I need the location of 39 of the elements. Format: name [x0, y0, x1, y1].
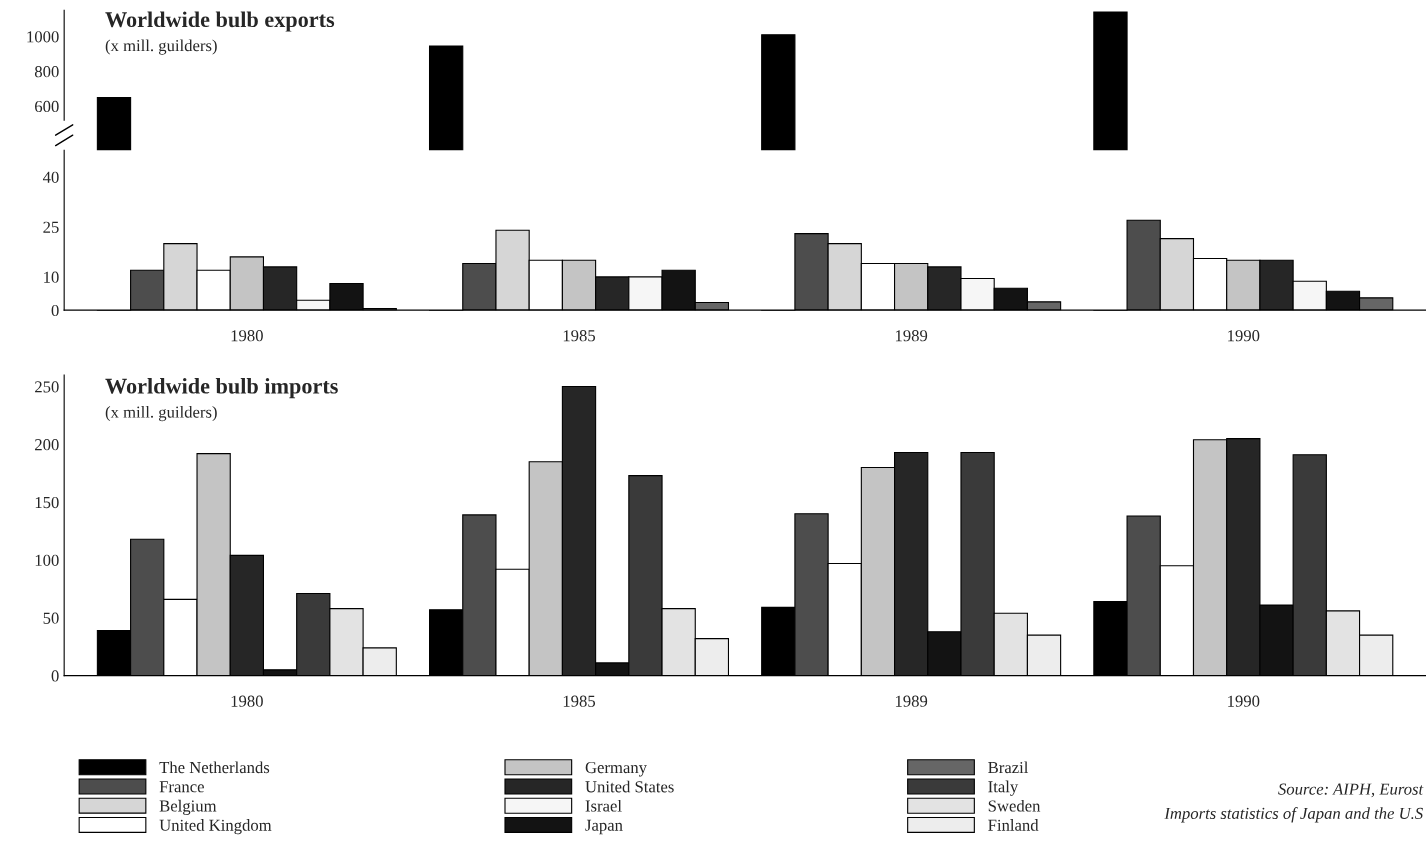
- y-tick-label: 25: [43, 221, 59, 233]
- text: (x mill. guilders): [105, 405, 217, 422]
- legend-label: Finland: [988, 819, 1039, 831]
- chart-title: Worldwide bulb exports: [105, 11, 335, 32]
- legend-label: Israel: [585, 799, 622, 812]
- y-tick-label: 40: [42, 171, 59, 183]
- y-tick-label: 600: [35, 100, 59, 113]
- legend-label: Belgium: [159, 799, 217, 815]
- y-tick-label: 150: [35, 496, 59, 509]
- x-tick-label: 1989: [895, 330, 928, 342]
- y-tick-label: 0: [51, 670, 59, 682]
- legend-label: United States: [585, 780, 674, 793]
- text: Imports statistics of Japan and the U.S: [1164, 807, 1423, 823]
- y-tick-label: 0: [51, 304, 59, 317]
- y-tick-label: 10: [44, 271, 59, 283]
- legend-label: Germany: [585, 761, 647, 777]
- y-tick-label: 800: [34, 66, 59, 78]
- legend-label: Japan: [585, 819, 623, 835]
- text: (x mill. guilders): [105, 39, 217, 55]
- y-tick-label: 100: [35, 554, 59, 566]
- chart-title: Worldwide bulb imports: [105, 377, 338, 399]
- legend-label: Sweden: [988, 799, 1041, 812]
- y-tick-label: 1000: [27, 31, 59, 43]
- y-tick-label: 50: [43, 612, 59, 624]
- legend-label: France: [159, 781, 204, 793]
- legend-label: Italy: [988, 780, 1019, 796]
- source-note: Source: AIPH, Eurost: [1278, 783, 1424, 798]
- legend-label: The Netherlands: [159, 761, 270, 774]
- x-tick-label: 1990: [1228, 695, 1260, 707]
- legend-label: Brazil: [988, 761, 1029, 774]
- x-tick-label: 1990: [1228, 330, 1260, 342]
- x-tick-label: 1985: [563, 695, 596, 707]
- y-tick-label: 250: [35, 381, 59, 393]
- x-tick-label: 1985: [563, 330, 596, 342]
- x-tick-label: 1989: [895, 695, 928, 707]
- legend-label: United Kingdom: [159, 819, 272, 835]
- y-tick-label: 200: [35, 439, 59, 451]
- x-tick-label: 1980: [231, 695, 263, 707]
- x-tick-label: 1980: [231, 330, 263, 342]
